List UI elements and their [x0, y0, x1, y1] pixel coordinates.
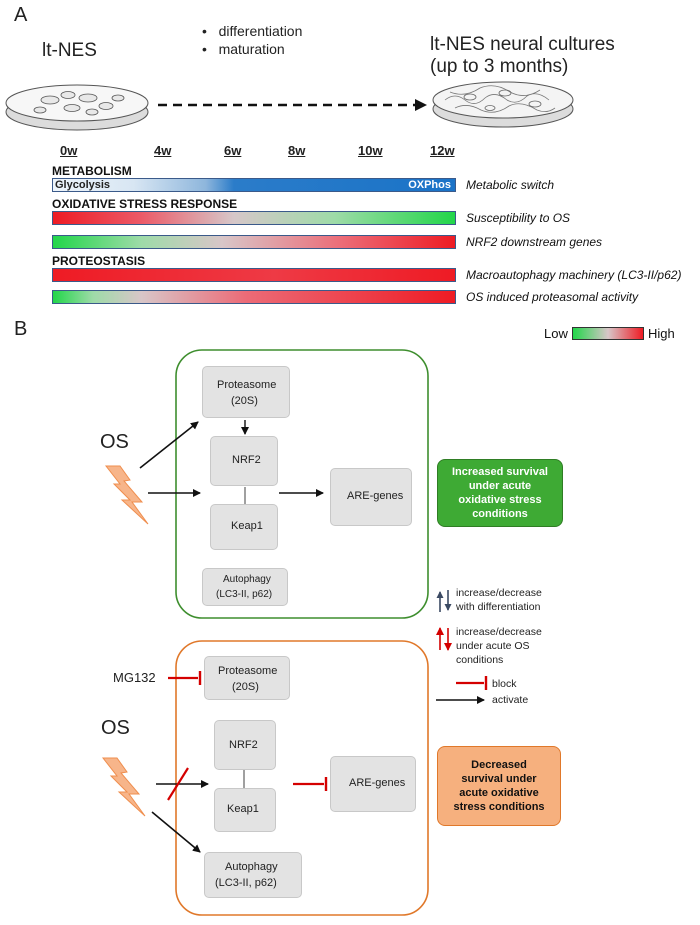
proteasome-box-bottom: Proteasome (20S): [204, 656, 290, 700]
row-label-macroautophagy: Macroautophagy machinery (LC3-II/p62): [466, 268, 682, 282]
legend-activate-text: activate: [492, 694, 529, 706]
bullet-item: • differentiation: [202, 23, 303, 39]
keap1-box-top: Keap1: [210, 504, 278, 550]
scale-gradient: [572, 327, 644, 340]
section-proteostasis: PROTEOSTASIS: [52, 254, 146, 268]
timeline-graphic: [5, 81, 574, 131]
block-slash: [167, 767, 189, 801]
tick-8w: 8w: [288, 143, 306, 158]
tick-6w: 6w: [224, 143, 242, 158]
lightning-icon-bottom: [101, 757, 146, 817]
legend-diff-text: increase/decrease with differentiation: [456, 587, 542, 613]
outcome-increased-survival: Increased survival under acute oxidative…: [437, 459, 563, 527]
arrow-os-proteasome: [139, 421, 199, 469]
susceptibility-bar: [52, 211, 456, 225]
are-genes-box-bottom: ARE-genes: [330, 756, 416, 812]
cultures-label: lt-NES neural cultures (up to 3 months): [430, 34, 615, 77]
tick-12w: 12w: [430, 143, 455, 158]
glycolysis-label: Glycolysis: [55, 179, 111, 191]
mg132-label: MG132: [113, 670, 156, 685]
petri-dish-left: [5, 84, 149, 131]
nrf2-downstream-bar: [52, 235, 456, 249]
tick-10w: 10w: [358, 143, 383, 158]
legend-block-icon: [456, 676, 488, 690]
os-label-bottom: OS: [101, 717, 130, 739]
os-label-top: OS: [100, 431, 129, 453]
bullet-list: • differentiation • maturation: [202, 22, 302, 58]
are-genes-box-top: ARE-genes: [330, 468, 412, 526]
row-label-proteasomal-activity: OS induced proteasomal activity: [466, 290, 639, 304]
arrow-os-autophagy: [151, 811, 201, 853]
proteasome-box-top: Proteasome (20S): [202, 366, 290, 418]
section-metabolism: METABOLISM: [52, 164, 132, 178]
scale-high-label: High: [648, 326, 675, 341]
tick-0w: 0w: [60, 143, 78, 158]
row-label-susceptibility: Susceptibility to OS: [466, 211, 571, 225]
metabolic-switch-bar: Glycolysis OXPhos: [52, 178, 456, 192]
row-label-metabolic-switch: Metabolic switch: [466, 178, 555, 192]
top-frame: [175, 349, 429, 619]
panel-a-letter: A: [14, 4, 28, 26]
keap1-box-bottom: Keap1: [214, 788, 276, 832]
row-label-nrf2-downstream: NRF2 downstream genes: [466, 235, 603, 249]
nrf2-box-top: NRF2: [210, 436, 278, 486]
outcome-decreased-survival: Decreased survival under acute oxidative…: [437, 746, 561, 826]
lt-nes-label: lt-NES: [42, 40, 97, 61]
tick-4w: 4w: [154, 143, 172, 158]
nrf2-box-bottom: NRF2: [214, 720, 276, 770]
autophagy-box-bottom: Autophagy (LC3-II, p62): [204, 852, 302, 898]
autophagy-box-top: Autophagy (LC3-II, p62): [202, 568, 288, 606]
petri-dish-right: [432, 81, 574, 128]
bottom-frame: [175, 640, 429, 916]
legend-block-text: block: [492, 678, 517, 690]
legend-diff-arrows-icon: [436, 590, 452, 612]
lightning-icon-top: [104, 465, 149, 525]
macroautophagy-bar: [52, 268, 456, 282]
panel-b-letter: B: [14, 318, 28, 340]
dashed-arrow: [158, 99, 427, 111]
bullet-item: • maturation: [202, 41, 285, 57]
proteasomal-activity-bar: [52, 290, 456, 304]
legend-os-arrows-icon: [436, 627, 452, 651]
legend-os-text: increase/decrease under acute OS conditi…: [456, 626, 542, 666]
oxphos-label: OXPhos: [408, 179, 451, 191]
section-oxidative: OXIDATIVE STRESS RESPONSE: [52, 197, 238, 211]
scale-low-label: Low: [544, 326, 568, 341]
